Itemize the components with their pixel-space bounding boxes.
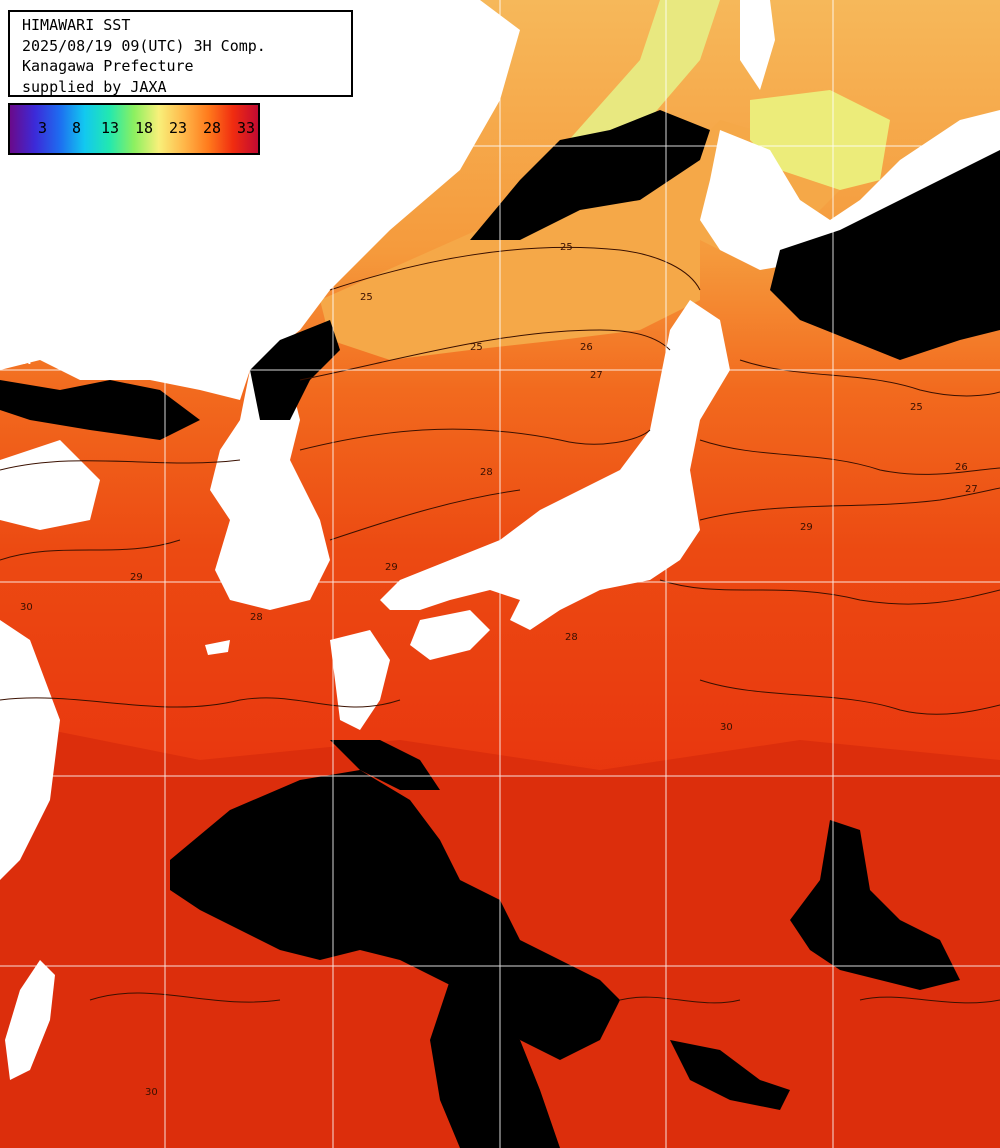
- land-korea: [210, 370, 330, 610]
- land-china-coast: [0, 440, 100, 530]
- temperature-color-legend: 3 8 13 18 23 28 33: [8, 103, 260, 155]
- contour-label: 26: [580, 342, 593, 353]
- map-info-box: HIMAWARI SST 2025/08/19 09(UTC) 3H Comp.…: [8, 10, 353, 97]
- contour-label: 30: [20, 602, 33, 613]
- cloud-mask-northeast: [770, 150, 1000, 360]
- land-honshu: [380, 300, 730, 630]
- legend-label: 13: [101, 119, 120, 137]
- land-asia-mainland: [0, 0, 520, 400]
- contour-label: 26: [955, 462, 968, 473]
- map-credit: supplied by JAXA: [22, 77, 167, 96]
- cloud-mask-south-center: [430, 980, 560, 1148]
- land-jeju: [205, 640, 230, 655]
- cloud-mask-kyushu-south: [330, 740, 440, 790]
- cloud-mask-ecs: [170, 770, 620, 1060]
- map-title: HIMAWARI SST: [22, 16, 131, 34]
- land-hokkaido: [700, 110, 1000, 270]
- cloud-mask-southeast: [670, 1040, 790, 1110]
- latitude-label-40n: 40N: [6, 352, 32, 368]
- legend-label: 28: [203, 119, 222, 137]
- contour-label: 28: [250, 612, 263, 623]
- contour-label: 28: [565, 632, 578, 643]
- sea-yellow-ne: [750, 90, 890, 190]
- contour-label: 30: [145, 1087, 158, 1098]
- legend-label: 23: [169, 119, 188, 137]
- sea-yellow-north: [560, 0, 720, 160]
- land-kyushu: [330, 630, 390, 730]
- land-taiwan: [5, 960, 55, 1080]
- land-shikoku: [410, 610, 490, 660]
- land-china-south: [0, 620, 60, 880]
- contour-label: 29: [130, 572, 143, 583]
- contour-label: 30: [720, 722, 733, 733]
- contour-label: 25: [560, 242, 573, 253]
- map-datetime: 2025/08/19 09(UTC) 3H Comp.: [22, 36, 266, 55]
- cloud-mask-nw: [0, 380, 200, 440]
- legend-labels: 3 8 13 18 23 28 33: [10, 119, 258, 139]
- contour-label: 27: [965, 484, 978, 495]
- contour-label: 25: [360, 292, 373, 303]
- cloud-mask-north: [470, 110, 710, 240]
- legend-label: 33: [237, 119, 256, 137]
- legend-label: 18: [135, 119, 154, 137]
- map-region: Kanagawa Prefecture: [22, 57, 194, 75]
- contour-label: 28: [480, 467, 493, 478]
- contour-label: 25: [910, 402, 923, 413]
- contour-labels: 25 25 25 25 26 26 27 27 28 28 28 29 29 2…: [20, 242, 978, 1098]
- contour-label: 29: [385, 562, 398, 573]
- contour-label: 27: [590, 370, 603, 381]
- land-sakhalin: [740, 0, 775, 90]
- sst-contours: [0, 246, 1000, 1004]
- legend-label: 8: [72, 119, 82, 137]
- contour-label: 25: [470, 342, 483, 353]
- legend-label: 3: [38, 119, 48, 137]
- contour-label: 29: [800, 522, 813, 533]
